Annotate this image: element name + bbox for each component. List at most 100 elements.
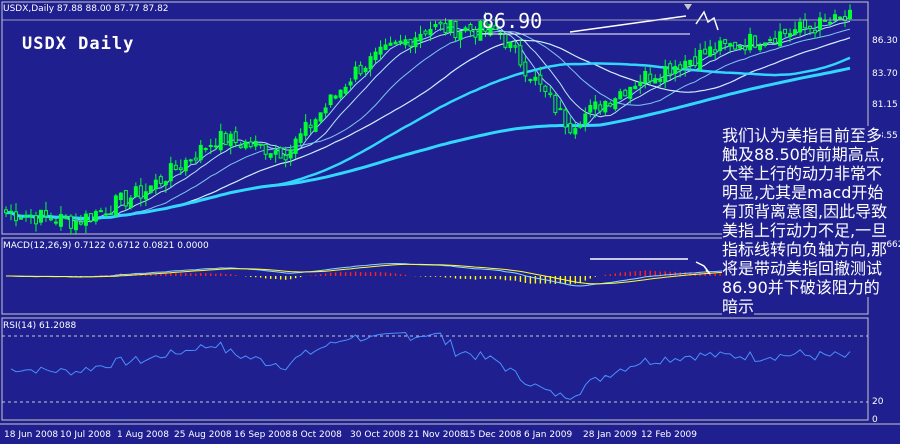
candle: [698, 43, 703, 72]
candle: [293, 136, 298, 159]
candle: [618, 88, 623, 100]
macd-arrow: [695, 261, 711, 275]
candle: [8, 204, 13, 221]
candle: [278, 146, 283, 159]
candle: [63, 213, 68, 220]
candle: [198, 140, 203, 164]
candle: [688, 59, 693, 71]
candle: [743, 38, 748, 55]
candle: [528, 78, 533, 84]
candle: [588, 99, 593, 118]
candle: [598, 100, 603, 115]
candle: [283, 146, 288, 168]
candle: [118, 192, 123, 206]
candle: [323, 103, 328, 118]
candle: [563, 107, 568, 135]
candle: [218, 123, 223, 153]
candle: [828, 17, 833, 26]
candle: [523, 56, 528, 83]
candle: [148, 185, 153, 195]
rsi-title: RSI(14) 61.2088: [3, 321, 77, 331]
candle: [503, 32, 508, 50]
candle: [313, 117, 318, 133]
rsi-tick-0: 0: [872, 415, 878, 425]
candle: [538, 66, 543, 93]
candle: [193, 151, 198, 165]
candle: [783, 28, 788, 38]
candle: [173, 160, 178, 171]
price-arrow: [695, 10, 719, 31]
candle: [388, 36, 393, 46]
candle: [703, 41, 708, 55]
candle: [13, 203, 18, 227]
candle: [448, 19, 453, 36]
candle: [88, 212, 93, 223]
candle: [83, 210, 88, 234]
candle: [518, 37, 523, 68]
candle: [623, 88, 628, 97]
candle: [478, 20, 483, 41]
candle: [668, 60, 673, 80]
candle: [738, 45, 743, 51]
ma-20-line: [5, 28, 851, 219]
rsi-tick-20: 20: [872, 397, 884, 407]
candle: [143, 183, 148, 207]
candle: [168, 156, 173, 188]
candle: [748, 27, 753, 53]
candle: [353, 61, 358, 83]
candle: [633, 81, 638, 90]
macd-title: MACD(12,26,9) 0.7122 0.6712 0.0821 0.000…: [3, 241, 209, 251]
candle: [18, 214, 23, 220]
candle: [298, 128, 303, 146]
price-tick-3: 81.15: [872, 100, 898, 110]
candle: [493, 16, 498, 30]
candle: [458, 31, 463, 49]
candle: [723, 38, 728, 51]
candle: [23, 210, 28, 222]
candle: [253, 135, 258, 151]
candle: [258, 143, 263, 149]
candle: [163, 180, 168, 193]
x-label-3: 1 Aug 2008: [117, 430, 169, 440]
candle: [583, 107, 588, 132]
candle: [758, 42, 763, 53]
price-pane-border: [1, 1, 869, 235]
candle: [128, 194, 133, 210]
candle: [613, 97, 618, 112]
price-tick-2: 83.70: [872, 69, 898, 79]
candle: [183, 157, 188, 176]
candle: [713, 42, 718, 60]
candle: [818, 12, 823, 38]
x-label-6: 8 Oct 2008: [292, 430, 342, 440]
candle: [263, 144, 268, 160]
analysis-note-text: 我们认为美指目前至多触及88.50的前期高点,大举上行的动力非常不明显,尤其是m…: [722, 126, 888, 316]
candle: [38, 209, 43, 226]
candle: [413, 31, 418, 54]
candle: [573, 122, 578, 139]
candle: [223, 131, 228, 146]
candle: [133, 182, 138, 199]
candle: [773, 30, 778, 46]
candle: [473, 26, 478, 45]
candle: [778, 23, 783, 47]
rsi-pane-border: [1, 317, 869, 421]
x-label-7: 30 Oct 2008: [350, 430, 406, 440]
x-label-9: 15 Dec 2008: [464, 430, 522, 440]
trend-line: [569, 15, 687, 33]
candle: [248, 136, 253, 149]
x-label-5: 16 Sep 2008: [234, 430, 292, 440]
candle: [343, 83, 348, 96]
candle: [643, 67, 648, 89]
x-label-12: 12 Feb 2009: [641, 430, 698, 440]
candle: [663, 59, 668, 89]
candle: [243, 139, 248, 150]
candle: [548, 86, 553, 98]
candle: [508, 41, 513, 52]
candle: [673, 59, 678, 82]
candle: [373, 47, 378, 64]
candle: [718, 36, 723, 56]
candle: [228, 131, 233, 155]
candle: [638, 74, 643, 94]
price-marker-icon: [684, 4, 692, 10]
